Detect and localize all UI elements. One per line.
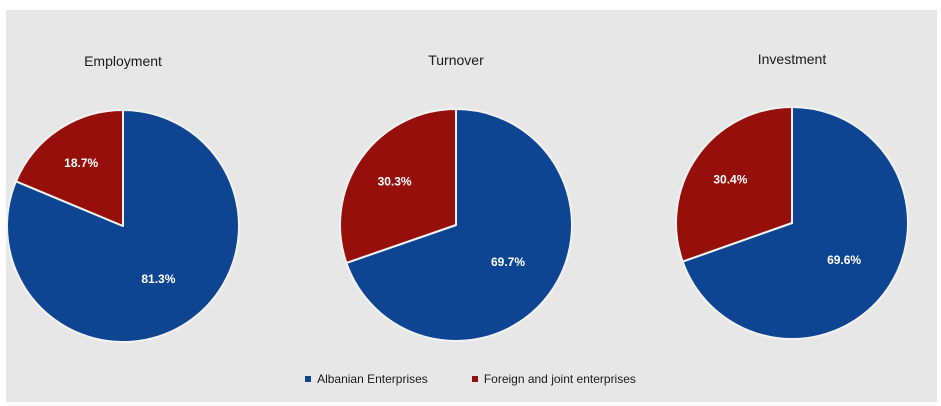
pie-chart-employment: Employment 81.3% 18.7%: [6, 53, 240, 343]
chart-title-employment: Employment: [84, 53, 162, 69]
slice-label-employment-foreign: 18.7%: [64, 156, 98, 170]
legend-swatch-albanian: [305, 376, 312, 382]
legend-item-albanian: Albanian Enterprises: [305, 372, 428, 386]
pie-slice-turnover-albanian: [345, 108, 573, 342]
pie-slice-investment-foreign: [675, 106, 793, 263]
pie-chart-turnover: Turnover 69.7% 30.3%: [339, 52, 573, 342]
pie-chart-investment: Investment 69.6% 30.4%: [675, 51, 909, 340]
slice-label-turnover-albanian: 69.7%: [491, 255, 525, 269]
legend-swatch-foreign: [471, 376, 478, 382]
legend-item-foreign: Foreign and joint enterprises: [471, 372, 636, 386]
legend-label-albanian: Albanian Enterprises: [317, 372, 428, 386]
chart-title-investment: Investment: [758, 51, 827, 67]
pie-slice-turnover-foreign: [339, 108, 457, 264]
legend-label-foreign: Foreign and joint enterprises: [483, 372, 636, 386]
slice-label-investment-albanian: 69.6%: [827, 253, 861, 267]
slice-label-employment-albanian: 81.3%: [141, 272, 175, 286]
chart-title-turnover: Turnover: [428, 52, 484, 68]
slice-label-turnover-foreign: 30.3%: [378, 174, 412, 188]
slice-label-investment-foreign: 30.4%: [713, 173, 747, 187]
pie-slice-investment-albanian: [681, 106, 909, 340]
legend: Albanian Enterprises Foreign and joint e…: [0, 372, 941, 386]
pie-slice-employment-foreign: [14, 109, 124, 227]
